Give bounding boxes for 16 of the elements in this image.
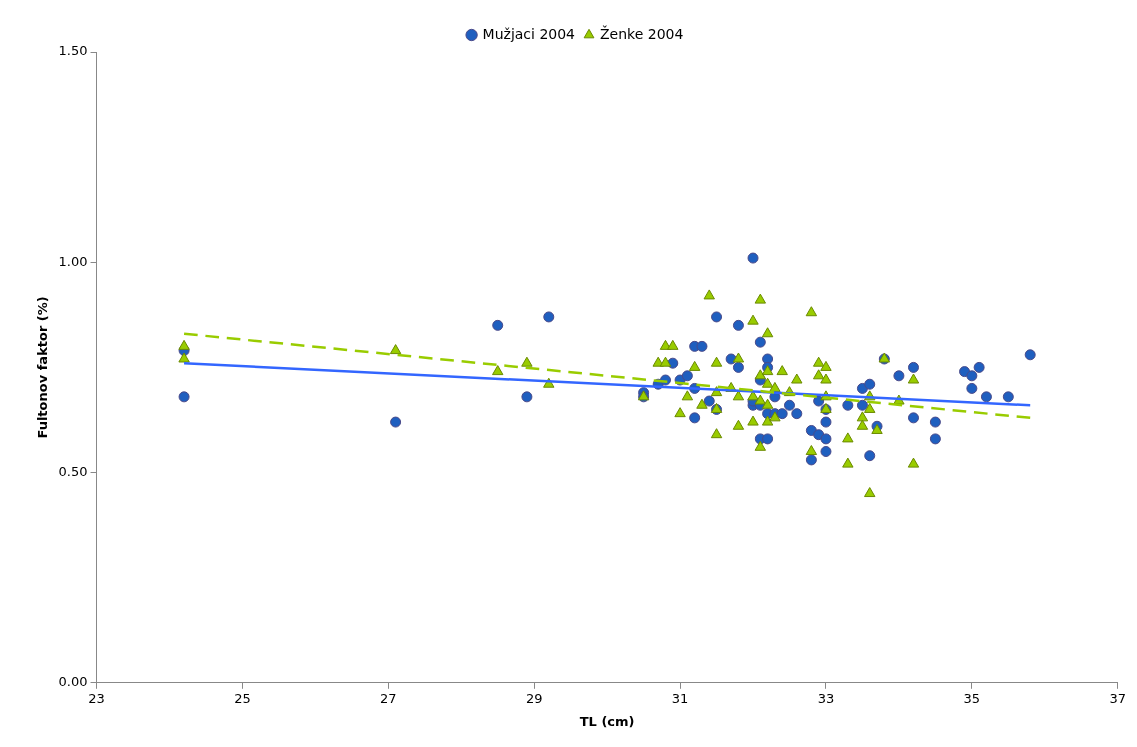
- x-tick-label: 37: [1109, 690, 1126, 706]
- x-tick-label: 23: [88, 690, 105, 706]
- x-tick-label: 27: [380, 690, 397, 706]
- y-tick-label: 0.50: [58, 463, 88, 479]
- y-tick-label: 1.50: [58, 43, 88, 59]
- legend-label: Mužjaci 2004: [482, 25, 576, 42]
- x-tick-label: 31: [671, 690, 689, 706]
- x-axis-title: TL (cm): [579, 713, 635, 729]
- y-tick-label: 0.00: [58, 674, 88, 690]
- y-axis-title: Fultonov faktor (%): [35, 296, 51, 439]
- y-tick-label: 1.00: [58, 253, 88, 269]
- x-tick-label: 29: [525, 690, 543, 706]
- x-tick-label: 25: [234, 690, 251, 706]
- x-tick-label: 35: [963, 690, 981, 706]
- x-tick-label: 33: [817, 690, 835, 706]
- legend-label: Ženke 2004: [600, 24, 684, 42]
